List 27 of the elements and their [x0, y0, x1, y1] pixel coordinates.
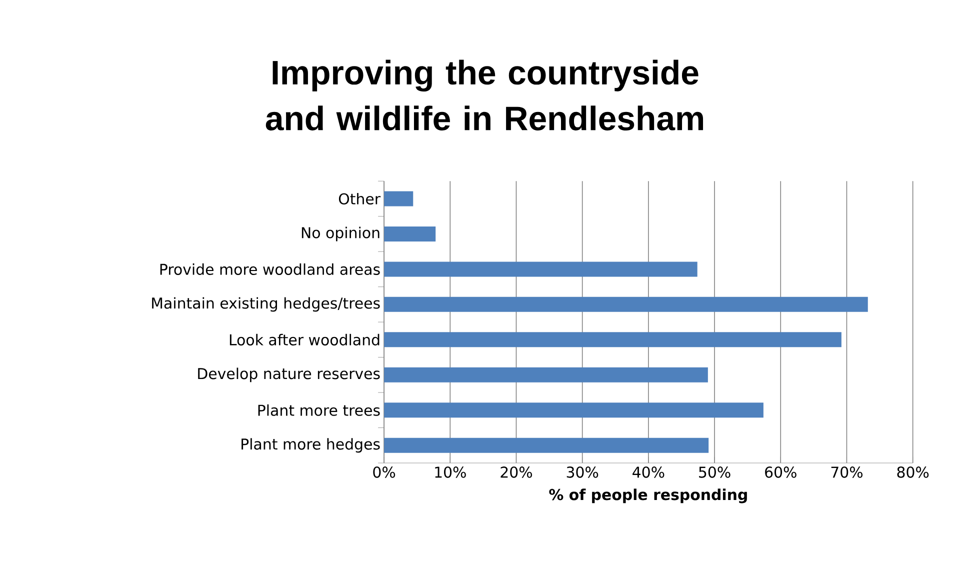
bar — [384, 296, 868, 312]
x-tick-label: 20% — [500, 466, 532, 478]
x-tick-label: 40% — [632, 466, 664, 478]
x-tick-label: 0% — [373, 466, 396, 478]
chart-title: Improving the countryside and wildlife in Rendlesham — [266, 60, 704, 130]
y-tick-label: Plant more trees — [258, 404, 380, 416]
y-tick-label: Provide more woodland areas — [160, 263, 380, 275]
y-tick-label: Maintain existing hedges/trees — [152, 297, 380, 312]
bar — [384, 367, 708, 382]
bar — [384, 332, 842, 348]
y-tick-label: Other — [338, 192, 381, 204]
bar — [384, 438, 709, 453]
y-tick-label: Look after woodland — [230, 334, 380, 346]
y-tick-label: Plant more hedges — [242, 438, 380, 453]
bar — [384, 262, 698, 277]
x-tick-label: 70% — [831, 466, 862, 478]
y-tick-label: No opinion — [302, 226, 380, 242]
bar — [384, 191, 414, 206]
x-tick-label: 80% — [897, 466, 929, 478]
y-tick-label: Develop nature reserves — [198, 368, 380, 382]
bar — [384, 226, 436, 242]
x-tick-label: 60% — [765, 466, 796, 478]
x-tick-label: 30% — [566, 466, 598, 478]
x-axis-title: % of people responding — [549, 488, 747, 504]
x-tick-label: 10% — [435, 466, 466, 478]
bar — [384, 402, 764, 418]
x-tick-label: 50% — [699, 466, 730, 478]
